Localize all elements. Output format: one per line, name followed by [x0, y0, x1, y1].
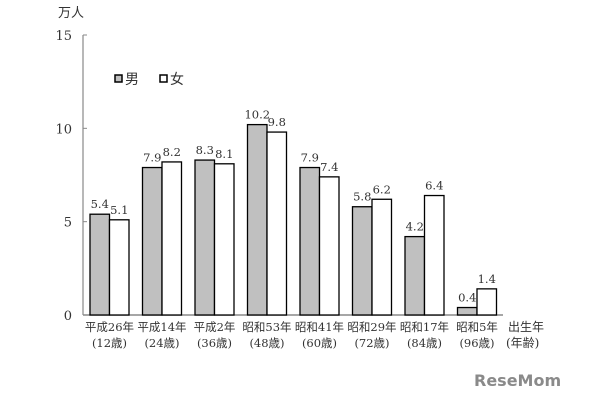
watermark-logo: ReseMom	[474, 371, 561, 390]
y-axis-unit-label: 万人	[58, 6, 84, 21]
x-tick-sublabel: (96歳)	[459, 336, 494, 350]
data-label: 8.1	[215, 147, 233, 161]
bar-female	[318, 176, 340, 316]
data-label: 5.8	[353, 190, 371, 204]
data-label: 7.4	[320, 160, 338, 174]
bar-male	[89, 213, 111, 316]
data-label: 5.4	[91, 197, 109, 211]
bar-female	[266, 131, 288, 316]
bar-male	[141, 166, 163, 316]
bar-male	[404, 235, 426, 316]
x-tick-sublabel: (24歳)	[144, 336, 179, 350]
data-label: 4.2	[406, 220, 424, 234]
x-tick-label: 平成26年	[85, 320, 134, 334]
legend-label-female: 女	[170, 71, 184, 88]
x-tick-sublabel: (60歳)	[302, 336, 337, 350]
bar-female	[371, 198, 393, 316]
x-tick-sublabel: (84歳)	[407, 336, 442, 350]
bar-female	[423, 194, 445, 316]
bar-male	[299, 166, 321, 316]
bar-female	[108, 219, 130, 316]
x-tick-label: 昭和53年	[242, 320, 291, 334]
y-tick-label: 0	[64, 309, 72, 324]
bar-male	[246, 123, 268, 316]
bar-female	[213, 163, 235, 316]
data-label: 6.2	[373, 182, 391, 196]
data-label: 8.3	[196, 143, 214, 157]
data-label: 6.4	[425, 179, 443, 193]
data-label: 7.9	[301, 151, 319, 165]
legend: 男女	[114, 71, 184, 88]
data-label: 0.4	[458, 291, 476, 305]
x-tick-sublabel: (72歳)	[354, 336, 389, 350]
y-tick-label: 15	[55, 29, 72, 44]
x-tick-label: 昭和17年	[400, 320, 449, 334]
x-tick-label: 昭和29年	[347, 320, 396, 334]
data-label: 10.2	[244, 108, 270, 122]
legend-label-male: 男	[125, 72, 139, 88]
data-label: 8.2	[163, 145, 181, 159]
x-tick-sublabel: (36歳)	[197, 336, 232, 350]
x-tick-label: 平成14年	[137, 320, 186, 334]
legend-swatch-male	[114, 74, 123, 83]
data-label: 5.1	[110, 203, 128, 217]
legend-swatch-female	[159, 74, 168, 83]
y-tick-label: 10	[55, 122, 72, 137]
bar-male	[194, 159, 216, 316]
x-axis-label-line1: 出生年	[508, 320, 544, 334]
bar-female	[476, 288, 498, 316]
y-tick-label: 5	[64, 216, 72, 231]
bar-male	[351, 206, 373, 316]
x-axis-label-line2: (年齢)	[506, 335, 539, 350]
data-label: 1.4	[478, 272, 496, 286]
x-tick-label: 昭和41年	[295, 320, 344, 334]
data-label: 9.8	[268, 115, 286, 129]
data-label: 7.9	[143, 151, 161, 165]
x-tick-label: 昭和5年	[456, 320, 498, 334]
bar-male	[456, 306, 478, 316]
x-tick-sublabel: (48歳)	[249, 336, 284, 350]
bar-female	[161, 161, 183, 316]
x-tick-label: 平成2年	[194, 320, 236, 334]
x-tick-sublabel: (12歳)	[92, 336, 127, 350]
